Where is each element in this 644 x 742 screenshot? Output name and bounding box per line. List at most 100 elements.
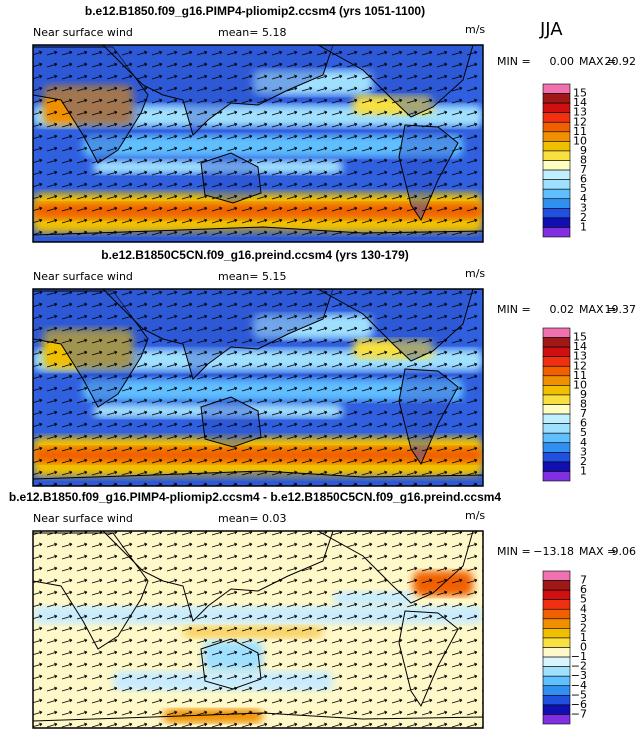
colorbar-label: 3 [580, 201, 587, 214]
colorbar-box [542, 375, 571, 386]
colorbar-box [542, 618, 571, 629]
colorbar-label: 11 [573, 369, 587, 382]
colorbar-label: −2 [571, 660, 587, 673]
max-value: 19.37 [605, 303, 637, 316]
colorbar-box [542, 337, 571, 348]
colorbar-label: 15 [573, 331, 587, 344]
colorbar-label: 6 [580, 583, 587, 596]
colorbar-box [542, 83, 571, 94]
colorbar-label: 1 [580, 631, 587, 644]
field-label: Near surface wind [33, 512, 133, 525]
min-label: MIN = [497, 303, 531, 316]
min-label: MIN = [497, 545, 531, 558]
colorbar-box [542, 141, 571, 152]
wind-vectors [33, 531, 483, 728]
colorbar-label: −7 [571, 707, 587, 720]
colorbar-label: 7 [580, 574, 587, 587]
colorbar-box [542, 608, 571, 620]
colorbar-box [542, 704, 571, 715]
field-label: Near surface wind [33, 26, 133, 39]
colorbar-label: 5 [580, 182, 587, 195]
max-label: MAX = [579, 545, 616, 558]
colorbar-box [542, 714, 571, 725]
colorbar-label: 15 [573, 87, 587, 100]
colorbar-box [542, 423, 571, 434]
wind-vectors [33, 45, 483, 242]
mean-value: 5.15 [262, 270, 287, 283]
colorbar-box [542, 589, 571, 600]
colorbar-box [542, 695, 571, 706]
colorbar-box [542, 570, 571, 581]
mean-label: mean= [218, 512, 258, 525]
panel: b.e12.B1850.f09_g16.PIMP4-pliomip2.ccsm4… [9, 490, 636, 729]
panel-title: b.e12.B1850.f09_g16.PIMP4-pliomip2.ccsm4… [85, 4, 425, 18]
colorbar-box [542, 675, 571, 687]
season-label: JJA [539, 19, 563, 40]
colorbar-box [542, 666, 571, 677]
colorbar-label: 10 [573, 378, 587, 391]
colorbar-box [542, 637, 571, 648]
colorbar-box [542, 580, 571, 591]
max-value: 20.92 [605, 55, 637, 68]
colorbar-label: 13 [573, 350, 587, 363]
colorbar-label: 7 [580, 407, 587, 420]
colorbar-box [542, 150, 571, 161]
colorbar-label: 2 [580, 621, 587, 634]
colorbar-box [542, 628, 571, 639]
colorbar-box [542, 461, 571, 472]
colorbar-label: 12 [573, 115, 587, 128]
colorbar-label: 4 [580, 192, 587, 205]
map [33, 45, 483, 242]
colorbar-label: 4 [580, 436, 587, 449]
colorbar-label: 3 [580, 612, 587, 625]
panel: b.e12.B1850.f09_g16.PIMP4-pliomip2.ccsm4… [32, 4, 637, 243]
colorbar-box [542, 121, 571, 133]
field-label: Near surface wind [33, 270, 133, 283]
colorbar-box [542, 404, 571, 415]
colorbar-label: 14 [573, 96, 587, 109]
colorbar-label: −4 [571, 679, 587, 692]
map-frame [32, 44, 484, 243]
colorbar-box [542, 179, 571, 190]
min-value: 0.00 [550, 55, 575, 68]
colorbar-box [542, 452, 571, 463]
mean-value: 0.03 [262, 512, 287, 525]
colorbar-box [542, 442, 571, 453]
colorbar-box [542, 327, 571, 338]
wind-vectors [33, 289, 483, 486]
colorbar-label: 14 [573, 340, 587, 353]
colorbar-box [542, 394, 571, 405]
colorbar-label: 2 [580, 455, 587, 468]
panel-title: b.e12.B1850.f09_g16.PIMP4-pliomip2.ccsm4… [9, 490, 502, 504]
colorbar-label: 1 [580, 464, 587, 477]
colorbar-label: 4 [580, 602, 587, 615]
colorbar-box [542, 188, 571, 200]
colorbar-box [542, 112, 571, 123]
colorbar-box [542, 365, 571, 377]
panel: b.e12.B1850C5CN.f09_g16.preind.ccsm4 (yr… [32, 248, 637, 487]
colorbar-label: 7 [580, 163, 587, 176]
colorbar-label: 0 [580, 641, 587, 654]
colorbar-label: −5 [571, 688, 587, 701]
colorbar-label: 6 [580, 173, 587, 186]
colorbar-box [542, 356, 571, 367]
colorbar-box [542, 208, 571, 219]
colorbar-label: 1 [580, 220, 587, 233]
colorbar-label: 5 [580, 426, 587, 439]
map [33, 531, 483, 728]
colorbar-label: 3 [580, 445, 587, 458]
colorbar-box [542, 471, 571, 482]
units: m/s [465, 23, 485, 36]
colorbar-box [542, 227, 571, 238]
min-label: MIN = [497, 55, 531, 68]
colorbar-box [542, 217, 571, 228]
colorbar-box [542, 160, 571, 171]
colorbar-label: −6 [571, 698, 587, 711]
map-frame [32, 530, 484, 729]
colorbar-box [542, 198, 571, 209]
map [33, 289, 483, 486]
colorbar-box [542, 685, 571, 696]
colorbar-box [542, 599, 571, 610]
